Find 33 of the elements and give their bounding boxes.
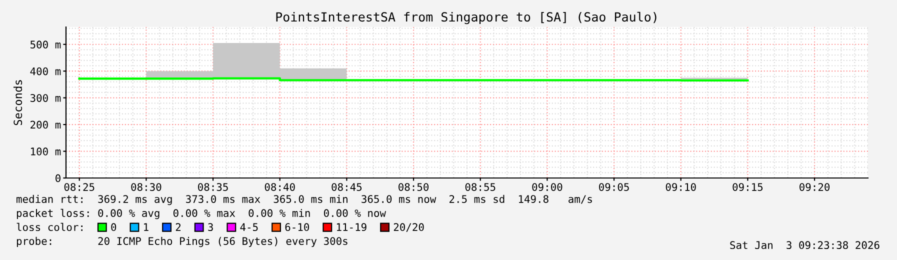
- text: packet loss: 0.00 % avg 0.00 % max 0.00 % min 0.00 % now: [16, 208, 386, 220]
- x-tick-label: 09:15: [732, 183, 763, 191]
- x-tick-label: 09:20: [800, 183, 830, 191]
- y-axis-title: Seconds: [13, 80, 22, 126]
- y-tick-label: 400 m: [30, 67, 61, 76]
- legend-label: 3: [208, 223, 213, 232]
- legend-label: 20/20: [394, 223, 424, 232]
- legend-label: 4-5: [240, 223, 258, 232]
- legend-label: 1: [144, 223, 148, 231]
- text: median rtt: 369.2 ms avg 373.0 ms max 365.0 ms min 365.0 ms now 2.5 ms sd 149.8 am/s: [16, 194, 592, 206]
- x-tick-label: 08:40: [264, 183, 295, 191]
- y-tick-label: 200 m: [30, 120, 61, 129]
- y-tick-label: 500 m: [30, 40, 61, 49]
- y-tick-label: 300 m: [30, 94, 61, 102]
- x-tick-label: 08:25: [64, 183, 94, 191]
- legend-label: 6-10: [285, 223, 310, 232]
- x-tick-label: 08:45: [332, 183, 362, 191]
- y-tick-label: 100 m: [31, 148, 61, 156]
- legend-title: loss color:: [16, 222, 82, 232]
- legend-label: 2: [176, 223, 181, 231]
- x-tick-label: 09:00: [532, 183, 562, 191]
- y-tick-label: 0: [56, 174, 60, 182]
- x-tick-label: 08:35: [198, 183, 228, 191]
- x-tick-label: 09:10: [666, 183, 696, 191]
- chart-title: PointsInterestSA from Singapore to [SA] (Sao Paulo): [276, 12, 656, 24]
- legend-label: 11-19: [336, 223, 366, 232]
- x-tick-label: 08:55: [465, 183, 496, 191]
- x-tick-label: 09:05: [599, 183, 629, 191]
- text: Sat Jan 3 09:23:38 2026: [730, 241, 880, 250]
- x-tick-label: 08:30: [131, 183, 162, 191]
- x-tick-label: 08:50: [398, 183, 429, 191]
- legend-label: 0: [111, 223, 116, 232]
- text: probe: 20 ICMP Echo Pings (56 Bytes) every 300s: [16, 236, 348, 248]
